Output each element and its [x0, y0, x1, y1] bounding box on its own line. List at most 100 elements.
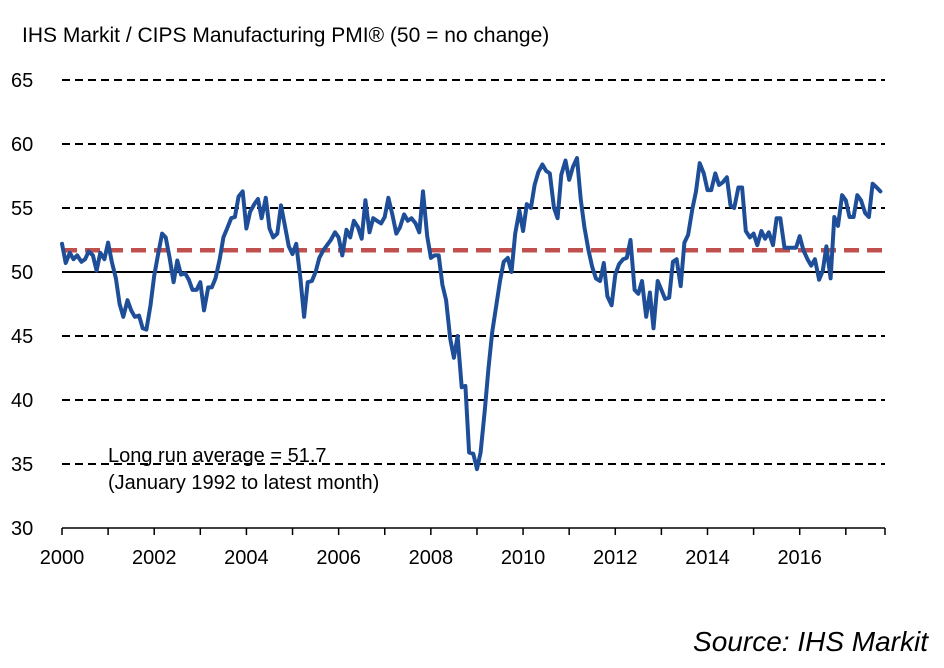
data-point: [398, 225, 402, 229]
data-point: [383, 215, 387, 219]
data-point: [225, 226, 229, 231]
data-point: [190, 288, 195, 292]
data-point: [805, 257, 810, 261]
data-point: [798, 234, 802, 238]
y-tick-label-50: 50: [11, 262, 33, 284]
data-point: [506, 256, 510, 260]
data-point: [513, 232, 517, 236]
data-point: [582, 225, 587, 229]
data-point: [540, 162, 545, 167]
data-point: [859, 198, 863, 202]
x-tick-label-2004: 2004: [224, 547, 269, 569]
data-point: [60, 242, 64, 246]
data-point: [198, 280, 202, 284]
data-point: [855, 193, 859, 197]
data-point: [79, 260, 83, 264]
data-point: [102, 257, 106, 261]
data-point: [740, 185, 744, 190]
data-point: [659, 288, 664, 292]
data-point: [71, 257, 76, 261]
x-tick-label-2014: 2014: [685, 547, 730, 569]
data-point: [133, 315, 137, 319]
data-point: [152, 274, 156, 278]
data-point: [463, 384, 467, 388]
data-point: [556, 216, 560, 220]
data-point: [210, 285, 214, 289]
data-point: [106, 241, 110, 245]
data-point: [448, 337, 452, 341]
data-point: [321, 248, 325, 252]
data-point: [360, 237, 364, 241]
x-tick-label-2016: 2016: [777, 547, 822, 569]
data-point: [475, 467, 479, 471]
data-point: [221, 235, 225, 239]
data-point: [852, 215, 856, 219]
data-point: [536, 170, 540, 174]
data-point: [137, 313, 141, 318]
data-point: [759, 229, 764, 233]
data-point: [479, 450, 483, 455]
data-point: [728, 203, 733, 207]
data-point: [310, 279, 314, 283]
data-point: [610, 303, 614, 307]
x-tick-label-2012: 2012: [593, 547, 638, 569]
data-point: [744, 229, 748, 233]
data-point: [648, 290, 652, 295]
data-point: [552, 206, 556, 210]
y-tick-label-65: 65: [11, 70, 33, 92]
data-point: [279, 203, 283, 207]
data-point: [486, 366, 491, 370]
data-point: [844, 198, 848, 202]
data-point: [824, 244, 829, 248]
data-point: [721, 180, 725, 184]
series-line-pmi: [60, 156, 883, 472]
data-point: [694, 189, 698, 193]
data-point: [356, 225, 360, 229]
data-point: [275, 232, 279, 236]
data-point: [621, 257, 625, 261]
y-tick-label-60: 60: [11, 134, 33, 156]
data-point: [337, 235, 341, 239]
data-point: [298, 276, 302, 280]
data-point: [559, 173, 563, 177]
annotation-period: (January 1992 to latest month): [108, 472, 379, 494]
data-point: [871, 182, 875, 186]
data-point: [386, 196, 390, 200]
data-point: [663, 297, 667, 301]
data-point: [456, 334, 460, 338]
data-point: [444, 298, 448, 302]
x-tick-label-2002: 2002: [132, 547, 177, 569]
data-point: [875, 185, 879, 190]
data-point: [490, 330, 494, 334]
data-point: [863, 211, 867, 215]
data-point: [767, 230, 771, 234]
data-point: [563, 159, 568, 163]
data-point: [752, 232, 756, 236]
data-point: [702, 171, 706, 175]
data-point: [878, 189, 883, 193]
data-point: [498, 279, 502, 283]
data-point: [732, 206, 736, 210]
data-point: [317, 256, 321, 260]
data-point: [260, 216, 264, 220]
data-point: [213, 276, 218, 280]
data-point: [763, 237, 767, 241]
data-point: [602, 261, 606, 265]
data-point: [352, 219, 356, 223]
data-point: [794, 246, 798, 250]
data-point: [617, 262, 621, 266]
data-point: [179, 273, 183, 277]
data-point: [460, 385, 464, 389]
data-point: [598, 279, 602, 283]
data-point: [248, 210, 252, 214]
data-point: [725, 175, 729, 179]
data-point: [782, 246, 787, 250]
data-point: [440, 283, 444, 287]
data-point: [375, 219, 379, 223]
data-point: [417, 230, 421, 234]
data-point: [640, 279, 644, 283]
data-point: [656, 279, 660, 283]
data-point: [91, 253, 95, 257]
data-point: [206, 285, 210, 289]
data-point: [348, 235, 352, 239]
